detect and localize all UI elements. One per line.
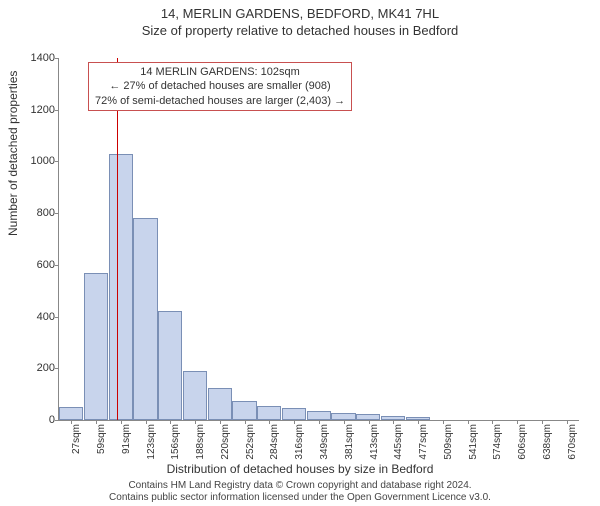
x-tick: 252sqm bbox=[245, 424, 256, 460]
histogram-bar bbox=[257, 406, 281, 420]
x-tick: 316sqm bbox=[294, 424, 305, 460]
annotation-line1: 14 MERLIN GARDENS: 102sqm bbox=[95, 65, 345, 79]
footer-line2: Contains public sector information licen… bbox=[0, 492, 600, 504]
x-tick: 541sqm bbox=[468, 424, 479, 460]
x-tick: 574sqm bbox=[492, 424, 503, 460]
footer-line1: Contains HM Land Registry data © Crown c… bbox=[0, 480, 600, 492]
histogram-bar bbox=[109, 154, 133, 420]
histogram-bar bbox=[232, 401, 256, 420]
footer: Contains HM Land Registry data © Crown c… bbox=[0, 480, 600, 504]
x-tick: 381sqm bbox=[344, 424, 355, 460]
histogram-bar bbox=[84, 273, 108, 420]
histogram-bar bbox=[208, 388, 232, 420]
x-tick: 606sqm bbox=[517, 424, 528, 460]
property-marker-line bbox=[117, 58, 118, 420]
x-tick: 188sqm bbox=[195, 424, 206, 460]
histogram-bar bbox=[307, 411, 331, 420]
x-tick: 91sqm bbox=[121, 424, 132, 454]
x-axis-label: Distribution of detached houses by size … bbox=[0, 462, 600, 476]
histogram-bar bbox=[59, 407, 83, 420]
annotation-box: 14 MERLIN GARDENS: 102sqm ← 27% of detac… bbox=[88, 62, 352, 111]
x-tick: 220sqm bbox=[220, 424, 231, 460]
title-main: 14, MERLIN GARDENS, BEDFORD, MK41 7HL bbox=[0, 6, 600, 21]
x-tick: 509sqm bbox=[443, 424, 454, 460]
x-tick: 670sqm bbox=[567, 424, 578, 460]
x-tick: 27sqm bbox=[71, 424, 82, 454]
histogram-chart: 020040060080010001200140027sqm59sqm91sqm… bbox=[58, 58, 579, 421]
x-tick: 123sqm bbox=[146, 424, 157, 460]
annotation-line3: 72% of semi-detached houses are larger (… bbox=[95, 94, 345, 108]
y-axis-label: Number of detached properties bbox=[6, 71, 20, 236]
annotation-line2: ← 27% of detached houses are smaller (90… bbox=[95, 79, 345, 93]
x-tick: 284sqm bbox=[269, 424, 280, 460]
histogram-bar bbox=[133, 218, 157, 420]
x-tick: 445sqm bbox=[393, 424, 404, 460]
x-tick: 413sqm bbox=[369, 424, 380, 460]
x-tick: 349sqm bbox=[319, 424, 330, 460]
x-tick: 156sqm bbox=[170, 424, 181, 460]
histogram-bar bbox=[183, 371, 207, 420]
histogram-bar bbox=[158, 311, 182, 420]
title-sub: Size of property relative to detached ho… bbox=[0, 23, 600, 38]
histogram-bar bbox=[282, 408, 306, 420]
histogram-bar bbox=[331, 413, 355, 420]
x-tick: 477sqm bbox=[418, 424, 429, 460]
x-tick: 59sqm bbox=[96, 424, 107, 454]
x-tick: 638sqm bbox=[542, 424, 553, 460]
